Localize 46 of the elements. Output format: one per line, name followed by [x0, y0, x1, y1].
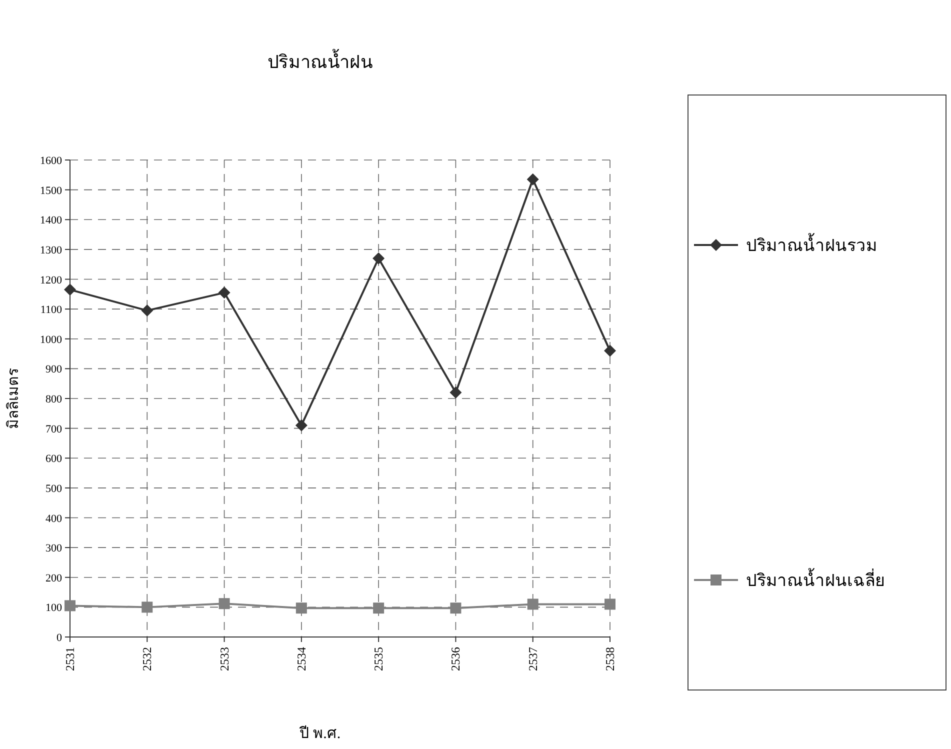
chart-title: ปริมาณน้ำฝน: [268, 49, 372, 72]
point: [373, 602, 384, 614]
point: [527, 598, 538, 610]
x-tick-label: 2533: [217, 647, 232, 671]
point: [450, 602, 462, 614]
legend-label: ปริมาณน้ำฝนรวม: [746, 233, 877, 255]
y-tick-label: 800: [46, 394, 62, 406]
point: [218, 598, 230, 610]
y-tick-label: 500: [46, 482, 62, 495]
point: [450, 386, 462, 399]
x-axis-title: ปี พ.ศ.: [298, 725, 341, 742]
y-tick-label: 1000: [40, 334, 62, 346]
y-axis-title: มิลลิเมตร: [5, 368, 22, 429]
y-tick-label: 900: [46, 364, 62, 376]
y-tick-label: 200: [46, 572, 62, 584]
y-tick-label: 1200: [40, 274, 62, 286]
point: [64, 284, 76, 296]
x-tick-label: 2532: [140, 647, 154, 671]
point: [296, 602, 307, 614]
x-tick-label: 2536: [448, 647, 463, 671]
y-tick-label: 1300: [40, 244, 62, 256]
point: [604, 344, 616, 357]
point: [604, 598, 616, 610]
x-tick-label: 2534: [294, 647, 308, 671]
y-tick-label: 700: [46, 423, 62, 436]
y-tick-label: 300: [46, 542, 62, 555]
point: [218, 286, 230, 299]
x-tick-label: 2535: [372, 647, 386, 671]
x-tick-label: 2531: [63, 647, 77, 671]
legend-label: ปริมาณน้ำฝนเฉลี่ย: [746, 568, 885, 590]
point: [526, 173, 539, 186]
y-tick-label: 400: [46, 512, 62, 525]
x-tick-label: 2538: [603, 647, 617, 671]
point: [141, 304, 154, 317]
y-tick-label: 0: [56, 632, 62, 644]
point: [64, 600, 76, 612]
point: [372, 252, 385, 264]
x-tick-label: 2537: [526, 647, 540, 671]
y-tick-label: 100: [46, 602, 62, 614]
point: [142, 602, 153, 613]
y-tick-label: 1100: [40, 304, 62, 316]
y-tick-label: 1600: [40, 155, 62, 167]
point: [295, 419, 308, 432]
y-tick-label: 1400: [40, 214, 62, 227]
y-tick-label: 1500: [40, 184, 62, 197]
y-tick-label: 600: [46, 453, 62, 466]
